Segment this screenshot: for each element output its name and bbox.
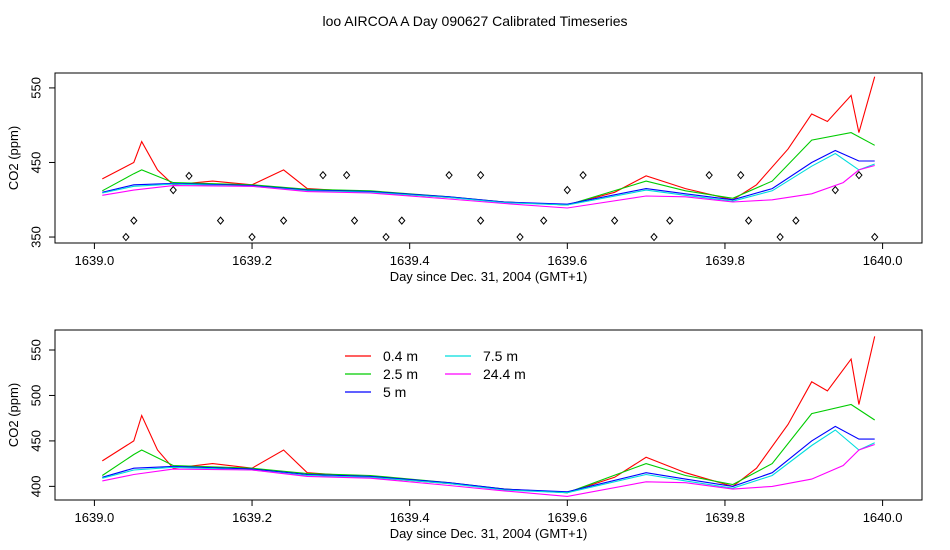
- data-marker: [382, 232, 390, 242]
- data-marker: [342, 170, 351, 180]
- x-tick-label: 1639.6: [547, 510, 587, 525]
- data-marker: [398, 216, 406, 225]
- x-axis-label: Day since Dec. 31, 2004 (GMT+1): [390, 269, 588, 284]
- data-marker: [248, 232, 256, 242]
- plot-frame: [54, 72, 923, 244]
- x-tick-label: 1639.4: [390, 253, 430, 268]
- data-marker: [445, 170, 453, 180]
- y-tick-label: 350: [28, 226, 43, 248]
- legend: 0.4 m 2.5 m 5 m 7.5 m 24.4 m: [345, 348, 526, 400]
- y-tick-label: 400: [28, 476, 43, 498]
- data-marker: [650, 232, 658, 242]
- panel-2: 1639.0 1639.2 1639.4 1639.6 1639.8 1640.0 400 4…: [6, 329, 923, 541]
- y-tick-label: 450: [28, 152, 43, 174]
- data-marker: [776, 232, 784, 242]
- data-marker: [831, 185, 839, 195]
- data-marker: [122, 232, 130, 242]
- x-tick-label: 1639.6: [547, 253, 587, 268]
- x-axis-label: Day since Dec. 31, 2004 (GMT+1): [390, 526, 588, 541]
- data-marker: [792, 216, 800, 225]
- x-tick-label: 1639.2: [232, 510, 272, 525]
- x-tick-label: 1639.8: [705, 253, 745, 268]
- series-line-24-4-m: [102, 443, 875, 497]
- legend-label: 7.5 m: [483, 348, 518, 364]
- legend-label: 2.5 m: [383, 366, 418, 382]
- series-line-7-5-m: [102, 152, 875, 206]
- data-marker: [871, 232, 879, 242]
- data-marker: [130, 216, 138, 225]
- data-marker: [579, 170, 587, 180]
- x-tick-label: 1639.4: [390, 510, 430, 525]
- series-line-7-5-m: [102, 429, 875, 494]
- x-tick-label: 1640.0: [863, 510, 903, 525]
- legend-label: 24.4 m: [483, 366, 526, 382]
- data-marker: [476, 170, 485, 180]
- data-marker: [737, 170, 745, 180]
- data-marker: [279, 216, 288, 225]
- series-line-24-4-m: [102, 164, 875, 209]
- data-marker: [476, 216, 485, 225]
- x-tick-label: 1639.2: [232, 253, 272, 268]
- x-tick-label: 1640.0: [863, 253, 903, 268]
- data-marker: [855, 170, 863, 180]
- x-tick-label: 1639.8: [705, 510, 745, 525]
- y-axis-label: CO2 (ppm): [6, 126, 21, 190]
- data-marker: [516, 232, 524, 242]
- plot-frame: [54, 329, 923, 501]
- x-tick-label: 1639.0: [75, 510, 115, 525]
- data-marker: [350, 216, 359, 225]
- data-marker: [744, 216, 753, 225]
- panel-1: 1639.0 1639.2 1639.4 1639.6 1639.8 1640.0 350 4…: [6, 72, 923, 284]
- y-tick-label: 550: [28, 339, 43, 361]
- data-marker: [216, 216, 225, 225]
- y-tick-label: 450: [28, 430, 43, 452]
- legend-label: 5 m: [383, 384, 406, 400]
- series-line-5-m: [102, 425, 875, 493]
- panels: 1639.0 1639.2 1639.4 1639.6 1639.8 1640.0 350 4…: [6, 72, 923, 541]
- data-marker: [563, 185, 571, 195]
- series-line-5-m: [102, 149, 875, 205]
- data-marker: [666, 216, 674, 225]
- data-marker: [169, 185, 177, 195]
- y-tick-label: 500: [28, 385, 43, 407]
- data-marker: [185, 171, 193, 181]
- y-axis-label: CO2 (ppm): [6, 383, 21, 447]
- data-marker: [705, 170, 713, 180]
- legend-label: 0.4 m: [383, 348, 418, 364]
- chart-title: loo AIRCOA A Day 090627 Calibrated Times…: [322, 13, 627, 29]
- y-tick-label: 550: [28, 77, 43, 99]
- data-marker: [319, 170, 327, 180]
- x-tick-label: 1639.0: [75, 253, 115, 268]
- data-marker: [610, 216, 619, 225]
- data-marker: [540, 216, 548, 225]
